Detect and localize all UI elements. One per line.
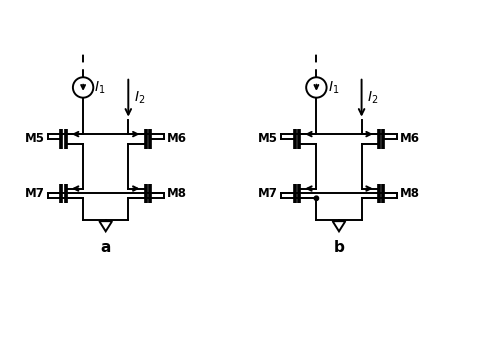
- Circle shape: [314, 196, 319, 200]
- Text: M8: M8: [400, 187, 420, 200]
- Text: a: a: [101, 240, 111, 255]
- Text: $I_1$: $I_1$: [328, 79, 339, 95]
- Text: M6: M6: [167, 133, 187, 145]
- Text: b: b: [333, 240, 345, 255]
- Text: $I_1$: $I_1$: [94, 79, 105, 95]
- Text: M5: M5: [258, 133, 278, 145]
- Text: M7: M7: [25, 187, 45, 200]
- Text: M6: M6: [400, 133, 420, 145]
- Text: $I_2$: $I_2$: [134, 90, 145, 106]
- Text: M7: M7: [258, 187, 278, 200]
- Text: M8: M8: [167, 187, 187, 200]
- Text: $I_2$: $I_2$: [367, 90, 379, 106]
- Text: M5: M5: [25, 133, 45, 145]
